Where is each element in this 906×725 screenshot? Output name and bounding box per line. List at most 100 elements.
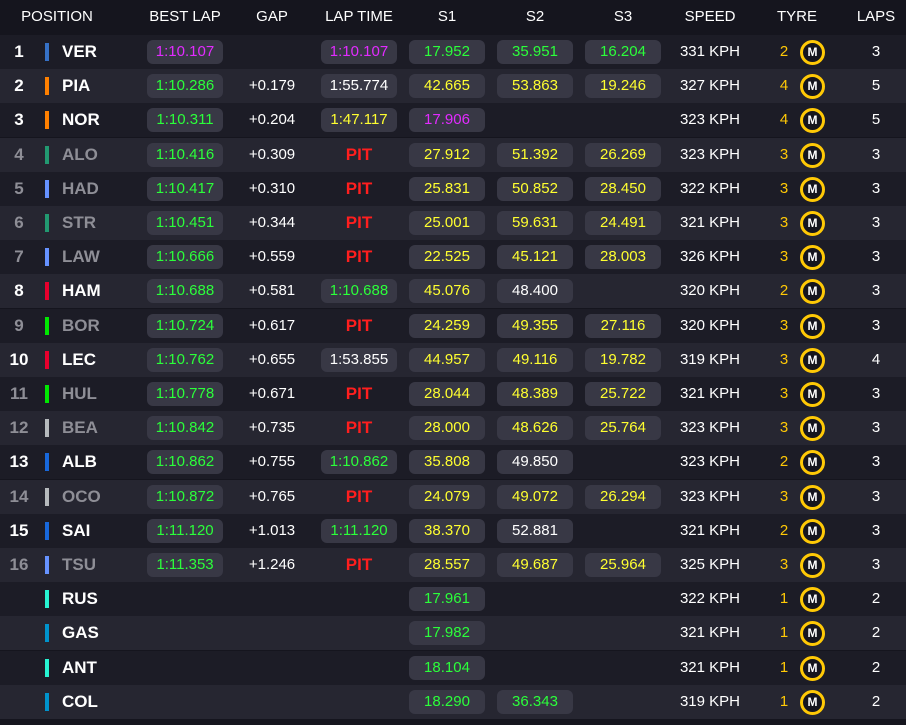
driver-code: PIA — [62, 76, 91, 96]
table-row[interactable]: 6 STR 1:10.451 +0.344 PIT 25.001 59.631 24.491 3… — [0, 206, 906, 240]
position-number: 12 — [9, 418, 29, 438]
table-row[interactable]: 11 HUL 1:10.778 +0.671 PIT 28.044 48.389 25.722… — [0, 377, 906, 411]
best-lap-time: 1:10.286 — [147, 74, 223, 99]
tyre-medium-icon: M — [800, 689, 825, 715]
table-row[interactable]: 2 PIA 1:10.286 +0.179 1:55.774 42.665 53.863 19… — [0, 69, 906, 104]
sector-s3-time: 24.491 — [585, 211, 661, 235]
sector-s1-time: 24.079 — [409, 484, 485, 509]
team-color-bar — [45, 248, 49, 267]
driver-code: HAD — [62, 178, 99, 198]
team-color-bar — [45, 624, 49, 643]
table-row[interactable]: 14 OCO 1:10.872 +0.765 PIT 24.079 49.072 26.294… — [0, 479, 906, 514]
sector-s1-time: 22.525 — [409, 245, 485, 270]
tyre-age: 3 — [779, 179, 789, 197]
pit-status: PIT — [345, 178, 373, 198]
pit-status: PIT — [345, 555, 373, 574]
table-row[interactable]: 10 LEC 1:10.762 +0.655 1:53.855 44.957 49.116 1… — [0, 342, 906, 377]
best-lap-time: 1:10.762 — [147, 347, 223, 372]
header-s3: S3 — [613, 8, 633, 25]
team-color-bar — [45, 453, 49, 472]
speed-trap: 323 KPH — [679, 487, 741, 505]
driver-code: ALB — [62, 452, 97, 472]
table-row[interactable]: 12 BEA 1:10.842 +0.735 PIT 28.000 48.626 25.764… — [0, 411, 906, 446]
header-lap-time: LAP TIME — [325, 8, 393, 25]
sector-s1-time: 17.906 — [409, 108, 485, 133]
best-lap-time: 1:10.311 — [147, 108, 223, 133]
driver-code: SAI — [62, 520, 91, 540]
speed-trap: 327 KPH — [679, 77, 741, 95]
best-lap-time: 1:10.862 — [147, 450, 223, 475]
table-row[interactable]: 1 VER 1:10.107 1:10.107 17.952 35.951 16.204 33… — [0, 35, 906, 69]
speed-trap: 320 KPH — [679, 282, 741, 300]
tyre-age: 4 — [779, 77, 789, 95]
driver-code: ALO — [62, 144, 98, 164]
table-row[interactable]: RUS 17.961 322 KPH 1 M 2 — [0, 582, 906, 617]
pit-status: PIT — [345, 247, 373, 267]
tyre-age: 2 — [779, 521, 789, 539]
speed-trap: 323 KPH — [679, 111, 741, 129]
speed-trap: 319 KPH — [679, 692, 741, 710]
sector-s3-time: 28.003 — [585, 245, 661, 270]
speed-trap: 323 KPH — [679, 453, 741, 471]
team-color-bar — [45, 419, 49, 438]
table-row[interactable]: 3 NOR 1:10.311 +0.204 1:47.117 17.906 323 KPH 4… — [0, 103, 906, 138]
sector-s3-time: 26.269 — [585, 142, 661, 167]
sector-s2-time: 45.121 — [497, 245, 573, 270]
gap-to-leader: +0.671 — [248, 385, 296, 402]
last-lap-time: 1:10.107 — [321, 40, 397, 64]
tyre-medium-icon: M — [800, 279, 825, 305]
team-color-bar — [45, 385, 49, 403]
tyre-medium-icon: M — [800, 211, 825, 236]
laps-completed: 3 — [871, 453, 881, 471]
sector-s3-time: 28.450 — [585, 176, 661, 201]
team-color-bar — [45, 521, 49, 540]
table-row[interactable]: 13 ALB 1:10.862 +0.755 1:10.862 35.808 49.850 3… — [0, 445, 906, 480]
team-color-bar — [45, 556, 49, 574]
speed-trap: 321 KPH — [679, 214, 741, 231]
table-row[interactable]: 5 HAD 1:10.417 +0.310 PIT 25.831 50.852 28.450 3… — [0, 171, 906, 206]
laps-completed: 3 — [871, 248, 881, 266]
gap-to-leader: +0.310 — [248, 179, 296, 197]
table-row[interactable]: 8 HAM 1:10.688 +0.581 1:10.688 45.076 48.400 32… — [0, 274, 906, 309]
position-number: 11 — [10, 384, 28, 403]
sector-s2-time: 35.951 — [497, 40, 573, 64]
table-row[interactable]: 9 BOR 1:10.724 +0.617 PIT 24.259 49.355 27.116 3… — [0, 308, 906, 343]
tyre-age: 3 — [779, 385, 789, 402]
sector-s1-time: 17.982 — [409, 621, 485, 646]
gap-to-leader: +0.617 — [248, 316, 296, 334]
header-row: POSITION BEST LAP GAP LAP TIME S1 S2 S3 … — [0, 0, 906, 34]
position-number: 6 — [14, 213, 24, 232]
speed-trap: 321 KPH — [679, 658, 741, 676]
sector-s1-time: 17.952 — [409, 40, 485, 64]
team-color-bar — [45, 214, 49, 232]
table-row[interactable]: ANT 18.104 321 KPH 1 M 2 — [0, 650, 906, 685]
table-row[interactable]: 4 ALO 1:10.416 +0.309 PIT 27.912 51.392 26.269 3… — [0, 137, 906, 172]
header-gap: GAP — [256, 8, 288, 25]
table-row[interactable]: 16 TSU 1:11.353 +1.246 PIT 28.557 49.687 25.964… — [0, 548, 906, 582]
sector-s2-time: 51.392 — [497, 142, 573, 167]
tyre-age: 2 — [779, 282, 789, 300]
table-row[interactable]: GAS 17.982 321 KPH 1 M 2 — [0, 616, 906, 651]
gap-to-leader: +0.735 — [248, 419, 296, 437]
last-lap-time: 1:55.774 — [321, 74, 397, 99]
tyre-age: 3 — [779, 350, 789, 368]
sector-s2-time: 36.343 — [497, 689, 573, 714]
gap-to-leader: +0.559 — [248, 248, 296, 266]
last-lap-time: 1:53.855 — [321, 347, 397, 372]
position-number: 3 — [14, 110, 24, 130]
table-row[interactable]: 15 SAI 1:11.120 +1.013 1:11.120 38.370 52.881 3… — [0, 513, 906, 548]
speed-trap: 321 KPH — [679, 624, 741, 642]
team-color-bar — [45, 350, 49, 369]
position-number: 8 — [14, 281, 24, 301]
sector-s3-time: 26.294 — [585, 484, 661, 509]
laps-completed: 2 — [871, 590, 881, 608]
table-row[interactable]: 7 LAW 1:10.666 +0.559 PIT 22.525 45.121 28.003 3… — [0, 240, 906, 275]
tyre-medium-icon: M — [800, 347, 825, 373]
table-row[interactable]: COL 18.290 36.343 319 KPH 1 M 2 — [0, 684, 906, 719]
laps-completed: 2 — [871, 658, 881, 676]
speed-trap: 321 KPH — [679, 385, 741, 402]
tyre-medium-icon: M — [800, 655, 825, 681]
sector-s1-time: 25.001 — [409, 211, 485, 235]
position-number: 13 — [9, 452, 29, 472]
